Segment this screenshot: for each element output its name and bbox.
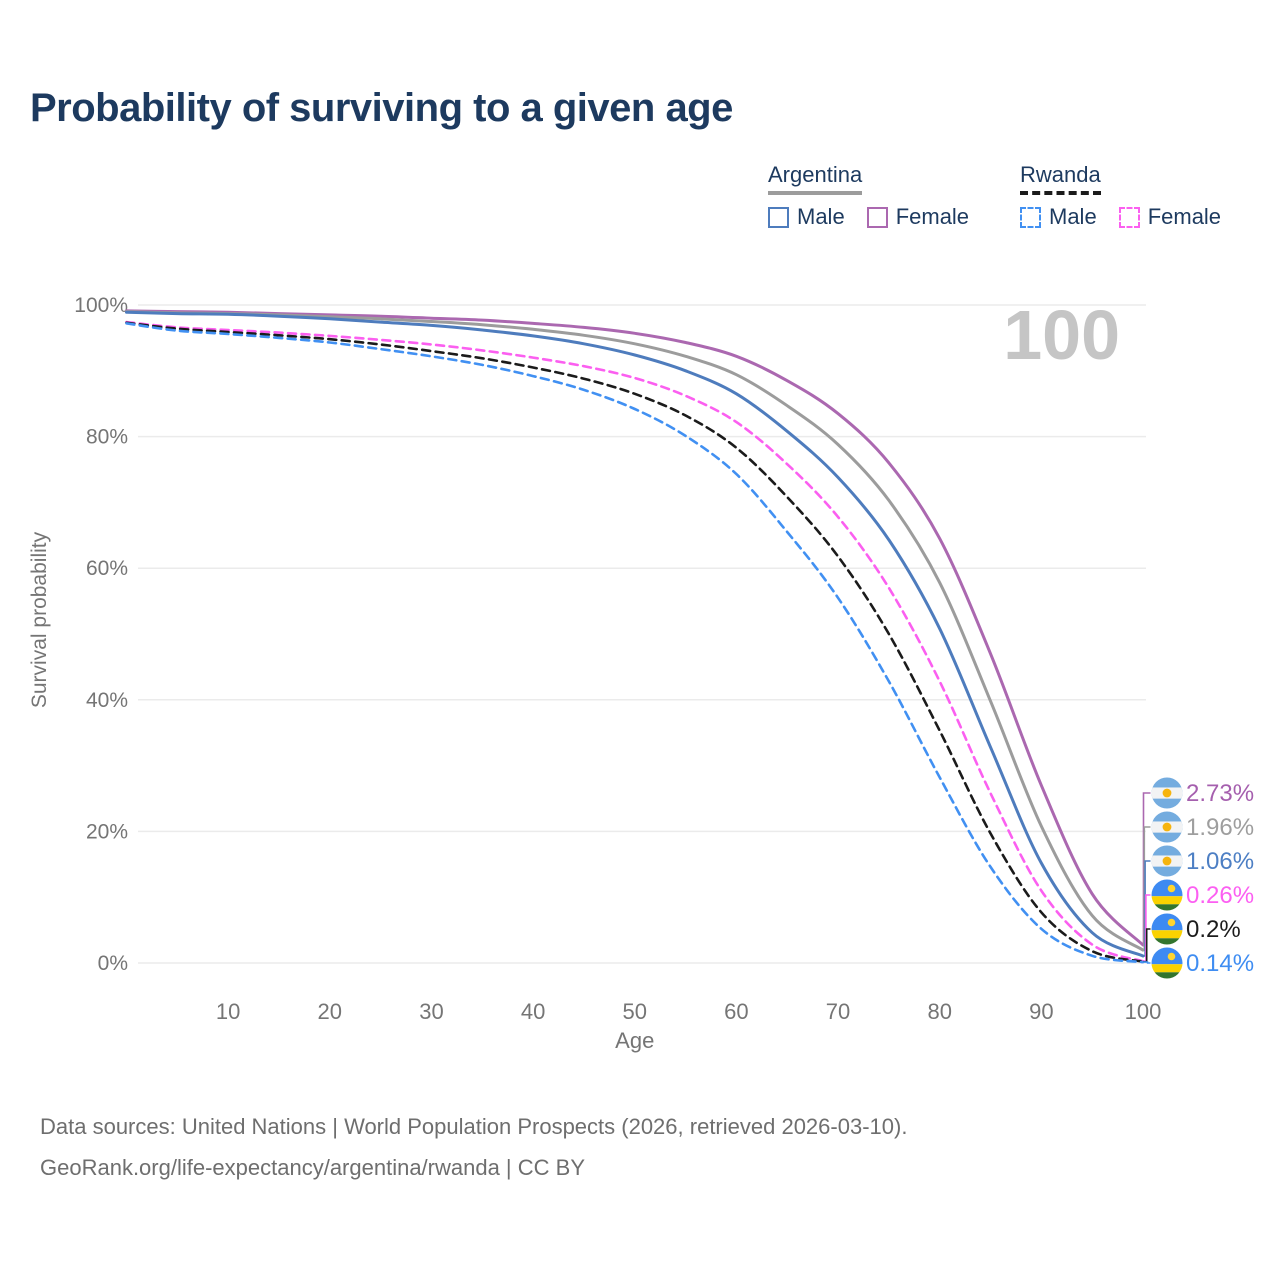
x-tick-label-90: 90 [1029, 999, 1053, 1024]
x-tick-label-80: 80 [927, 999, 951, 1024]
age-watermark: 100 [1003, 296, 1120, 374]
x-tick-label-40: 40 [521, 999, 545, 1024]
curve-argentina-male[interactable] [125, 310, 1145, 958]
legend-group-argentina: Argentina Male Female [768, 162, 969, 230]
legend-swatch-solid-icon[interactable] [866, 206, 888, 228]
argentina-flag-icon [1151, 811, 1183, 843]
legend-item-label: Female [1147, 204, 1222, 229]
legend-item-argentina-male[interactable]: Male [768, 204, 845, 230]
y-tick-label-20: 20% [86, 820, 128, 843]
end-label-argentina-both[interactable]: 1.96% [1186, 814, 1254, 841]
curve-rwanda-both[interactable] [125, 321, 1145, 963]
y-tick-label-100: 100% [74, 294, 128, 317]
footer: Data sources: United Nations | World Pop… [40, 1106, 907, 1188]
x-tick-label-60: 60 [724, 999, 748, 1024]
legend-swatch-dashed-icon[interactable] [1020, 206, 1041, 228]
rwanda-flag-icon [1151, 913, 1183, 945]
curve-argentina-female[interactable] [125, 309, 1145, 947]
y-tick-label-60: 60% [86, 557, 128, 580]
legend-item-label: Female [895, 204, 970, 229]
y-tick-label-80: 80% [86, 426, 128, 449]
legend-item-rwanda-female[interactable]: Female [1118, 204, 1222, 230]
y-axis-title: Survival probability [28, 531, 51, 708]
y-tick-label-40: 40% [86, 689, 128, 712]
end-label-rwanda-male[interactable]: 0.14% [1186, 950, 1254, 977]
leader-line-rwanda-male [1143, 961, 1151, 964]
end-label-argentina-male[interactable]: 1.06% [1186, 848, 1254, 875]
end-label-argentina-female[interactable]: 2.73% [1186, 780, 1254, 807]
data-sources-line: Data sources: United Nations | World Pop… [40, 1114, 908, 1139]
legend-item-label: Male [797, 204, 845, 229]
attribution-line: GeoRank.org/life-expectancy/argentina/rw… [40, 1155, 585, 1180]
argentina-flag-icon [1151, 777, 1183, 809]
x-tick-label-50: 50 [623, 999, 647, 1024]
curve-rwanda-female[interactable] [125, 320, 1145, 963]
rwanda-flag-icon [1151, 879, 1183, 911]
y-tick-label-0: 0% [98, 952, 128, 975]
curve-argentina-both[interactable] [125, 310, 1145, 952]
curve-rwanda-male[interactable] [125, 322, 1145, 964]
chart-title: Probability of surviving to a given age [30, 86, 733, 130]
legend-item-label: Male [1049, 204, 1097, 229]
x-axis-title: Age [615, 1028, 654, 1053]
legend-group-title-rwanda[interactable]: Rwanda [1020, 162, 1101, 195]
legend-group-rwanda: Rwanda Male Female [1020, 162, 1221, 230]
legend-swatch-dashed-icon[interactable] [1118, 206, 1140, 228]
argentina-flag-icon [1151, 845, 1183, 877]
end-label-rwanda-female[interactable]: 0.26% [1186, 882, 1254, 909]
x-tick-label-30: 30 [419, 999, 443, 1024]
legend-group-title-argentina[interactable]: Argentina [768, 162, 863, 195]
x-tick-label-10: 10 [216, 999, 240, 1024]
rwanda-flag-icon [1151, 947, 1183, 979]
legend-item-argentina-female[interactable]: Female [866, 204, 970, 230]
legend-item-rwanda-male[interactable]: Male [1020, 204, 1097, 230]
x-tick-label-100: 100 [1125, 999, 1162, 1024]
legend-swatch-solid-icon[interactable] [768, 206, 789, 228]
end-label-rwanda-both[interactable]: 0.2% [1186, 916, 1241, 943]
x-tick-label-20: 20 [318, 999, 342, 1024]
x-tick-label-70: 70 [826, 999, 850, 1024]
